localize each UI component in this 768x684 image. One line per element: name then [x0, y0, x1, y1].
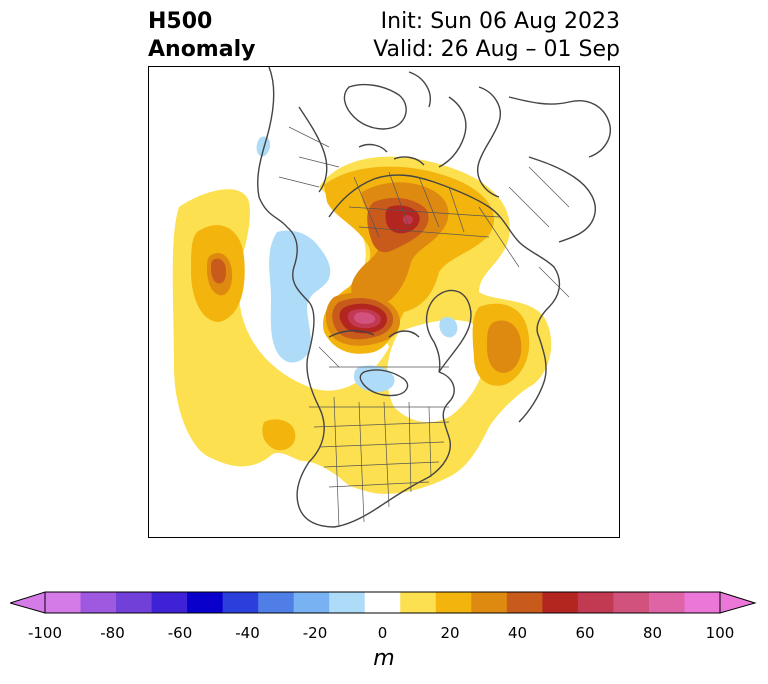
colorbar-segment: [648, 592, 685, 613]
colorbar-segment: [506, 592, 543, 613]
valid-period: Valid: 26 Aug – 01 Sep: [373, 37, 620, 62]
colorbar-tick-label: -80: [100, 624, 125, 642]
colorbar-tick-label: -60: [167, 624, 193, 642]
anomaly-fill-layer: [149, 136, 552, 509]
colorbar-segment: [613, 592, 650, 613]
colorbar-frame: [44, 591, 721, 614]
title-right: Init: Sun 06 Aug 2023 Valid: 26 Aug – 01…: [373, 8, 620, 64]
colorbar-segment: [80, 592, 117, 613]
colorbar-segment: [684, 592, 721, 613]
north-america-coastline: [257, 67, 455, 528]
colorbar-segment: [364, 592, 401, 613]
anomaly-map: [148, 66, 620, 538]
colorbar-segment: [542, 592, 579, 613]
colorbar-tick-label: -100: [27, 624, 63, 642]
colorbar-segment: [222, 592, 259, 613]
colorbar-tick-label: -40: [235, 624, 260, 642]
political-borders-layer: [278, 126, 570, 528]
colorbar-segment: [471, 592, 508, 613]
colorbar-segments: [45, 592, 721, 613]
coastline-layer: [257, 67, 611, 528]
colorbar-extend-high: [719, 591, 757, 614]
colorbar-tick-label: 40: [507, 624, 528, 642]
colorbar-segment: [329, 592, 366, 613]
colorbar-tick-label: 20: [440, 624, 460, 642]
greenland-coastline: [425, 289, 472, 373]
colorbar-tick-label: 0: [377, 624, 388, 642]
title-variable: H500: [148, 9, 213, 34]
colorbar-tick-label: 80: [642, 624, 663, 642]
title-left: H500 Anomaly: [148, 8, 255, 64]
title-field: Anomaly: [148, 37, 256, 62]
colorbar-segment: [435, 592, 472, 613]
colorbar-segment: [45, 592, 82, 613]
colorbar: [10, 591, 757, 614]
eurasia-coastline: [328, 174, 561, 423]
colorbar-tick-label: 60: [575, 624, 595, 642]
init-date: Init: Sun 06 Aug 2023: [380, 9, 620, 34]
colorbar-segment: [293, 592, 330, 613]
colorbar-extend-low: [10, 591, 46, 614]
colorbar-tick-label: 100: [705, 624, 735, 642]
colorbar-segment: [577, 592, 614, 613]
colorbar-segment: [258, 592, 295, 613]
colorbar-segment: [400, 592, 437, 613]
negative-anomaly-band: [269, 230, 331, 363]
colorbar-segment: [187, 592, 224, 613]
colorbar-unit-label: m: [373, 646, 395, 671]
colorbar-tick-label: -20: [302, 624, 328, 642]
colorbar-segment: [151, 592, 188, 613]
colorbar-segment: [116, 592, 153, 613]
